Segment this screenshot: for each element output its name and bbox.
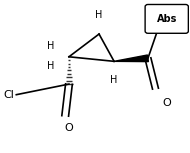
Text: H: H [47,41,54,51]
Text: H: H [47,61,54,71]
Text: H: H [95,10,103,20]
Text: Cl: Cl [4,90,14,100]
FancyBboxPatch shape [145,4,188,33]
Text: Abs: Abs [157,14,177,24]
Text: O: O [162,98,171,108]
Polygon shape [114,55,148,62]
Text: O: O [65,123,73,134]
Text: H: H [110,75,118,85]
